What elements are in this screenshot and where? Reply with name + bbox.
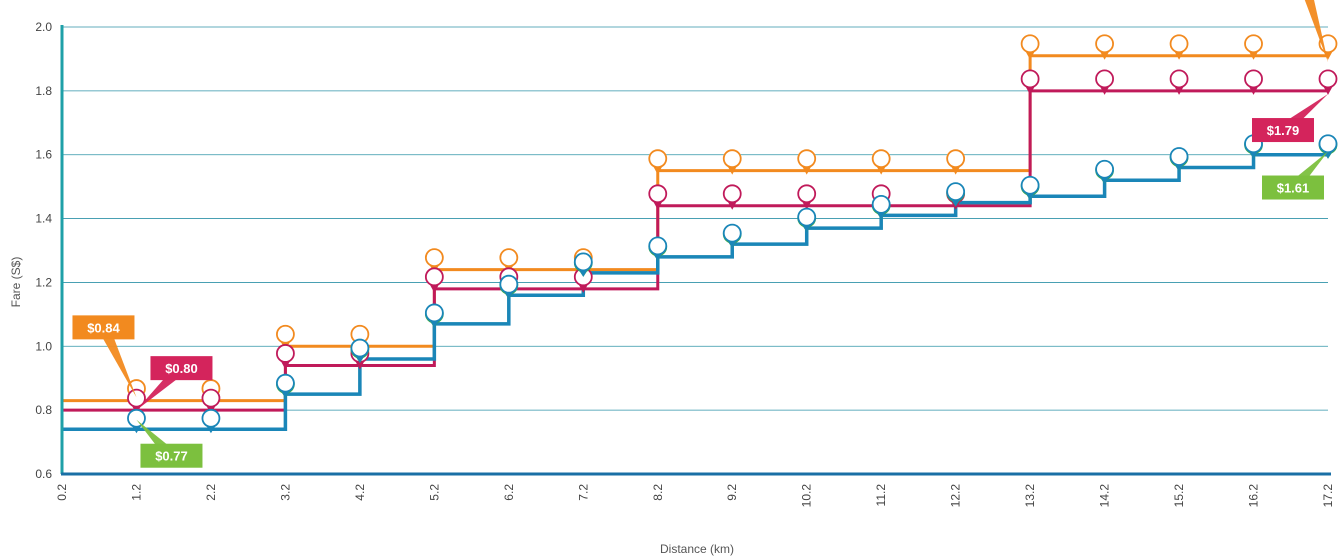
series-line: [62, 89, 1328, 412]
series-marker: [1169, 147, 1189, 172]
x-tick-label: 7.2: [576, 484, 590, 501]
price-callout-label: $1.61: [1277, 181, 1310, 196]
x-tick-label: 14.2: [1098, 484, 1112, 508]
price-callout-label: $0.84: [87, 320, 120, 335]
price-callout-label: $0.77: [155, 449, 188, 464]
series-marker: [1095, 69, 1114, 95]
series-marker: [1020, 69, 1040, 95]
price-callout: $1.89: [1304, 0, 1328, 63]
series-marker: [1318, 69, 1338, 95]
series-marker: [1244, 34, 1263, 60]
x-tick-label: 2.2: [204, 484, 218, 501]
price-callout: $0.84: [72, 315, 137, 398]
series-marker: [797, 207, 817, 233]
series-line: [62, 152, 1328, 432]
y-tick-label: 1.8: [35, 84, 52, 98]
series-marker: [127, 388, 146, 415]
x-tick-label: 11.2: [874, 484, 888, 507]
y-tick-label: 2.0: [35, 20, 52, 34]
y-tick-label: 1.4: [35, 212, 52, 226]
x-tick-labels: 0.2 1.2 2.2 3.2 4.2 5.2 6.2 7.2 8.2 9.2 10.2 11.2 12…: [55, 484, 1335, 508]
series-marker: [1169, 69, 1189, 95]
axes: [60, 25, 1331, 476]
series-marker: [946, 182, 966, 207]
series-marker: [946, 149, 966, 175]
series-line: [62, 54, 1328, 403]
x-tick-label: 16.2: [1247, 484, 1261, 508]
series-marker: [201, 388, 221, 415]
x-tick-label: 10.2: [800, 484, 814, 508]
series-marker: [797, 184, 817, 210]
y-tick-labels: 0.6 0.8 1.0 1.2 1.4 1.6 1.8 2.0: [35, 20, 52, 481]
series-marker: [1095, 34, 1114, 60]
price-callout: $0.80: [136, 356, 213, 411]
series-marker: [276, 373, 295, 399]
y-tick-label: 1.2: [35, 275, 52, 289]
x-tick-label: 6.2: [502, 484, 516, 501]
series-line: [62, 153, 1328, 431]
series-marker: [797, 149, 817, 175]
price-callout: $1.61: [1262, 151, 1328, 200]
series-marker: [201, 408, 221, 434]
series-marker: [648, 149, 668, 175]
y-tick-label: 0.6: [35, 467, 52, 481]
x-tick-label: 5.2: [427, 484, 441, 501]
x-tick-label: 1.2: [129, 484, 143, 501]
x-tick-label: 8.2: [651, 484, 665, 501]
series-marker: [276, 344, 295, 370]
series-marker: [424, 303, 444, 328]
x-tick-label: 13.2: [1023, 484, 1037, 508]
series-marker: [871, 194, 891, 220]
price-callout-label: $0.80: [165, 361, 198, 376]
series-markers: [127, 34, 1338, 434]
series-marker: [1244, 69, 1263, 95]
price-callout: $1.79: [1252, 94, 1328, 143]
x-tick-label: 15.2: [1172, 484, 1186, 508]
x-tick-label: 3.2: [278, 484, 292, 501]
series-marker: [1020, 175, 1040, 201]
y-tick-label: 0.8: [35, 403, 52, 417]
series-marker: [871, 149, 891, 175]
series-marker: [1169, 34, 1189, 60]
series-marker: [350, 338, 370, 364]
grid-lines: [62, 26, 1328, 411]
price-callout-label: $1.79: [1267, 123, 1300, 138]
x-tick-label: 0.2: [55, 484, 69, 501]
x-tick-label: 9.2: [725, 484, 739, 501]
x-axis-label: Distance (km): [660, 542, 734, 556]
x-tick-label: 12.2: [949, 484, 963, 508]
series-marker: [1095, 159, 1114, 185]
series-marker: [1020, 34, 1040, 60]
price-callouts: $0.84 $0.80 $0.77 $1.89 $1.79 $1.61: [72, 0, 1328, 468]
series-marker: [573, 252, 593, 277]
series-marker: [648, 236, 668, 261]
series-marker: [499, 274, 519, 300]
series-marker: [424, 267, 444, 293]
y-tick-label: 1.6: [35, 148, 52, 162]
y-axis-label: Fare (S$): [9, 257, 23, 308]
price-callout: $0.77: [136, 419, 203, 468]
series-marker: [127, 408, 146, 434]
x-tick-label: 17.2: [1321, 484, 1335, 508]
x-tick-label: 4.2: [353, 484, 367, 501]
series-marker: [1318, 134, 1338, 159]
series-lines: [62, 54, 1328, 432]
series-marker: [722, 184, 742, 210]
series-marker: [722, 223, 742, 249]
series-marker: [648, 184, 668, 210]
series-marker: [722, 149, 742, 175]
y-tick-label: 1.0: [35, 339, 52, 353]
series-marker: [276, 324, 295, 351]
